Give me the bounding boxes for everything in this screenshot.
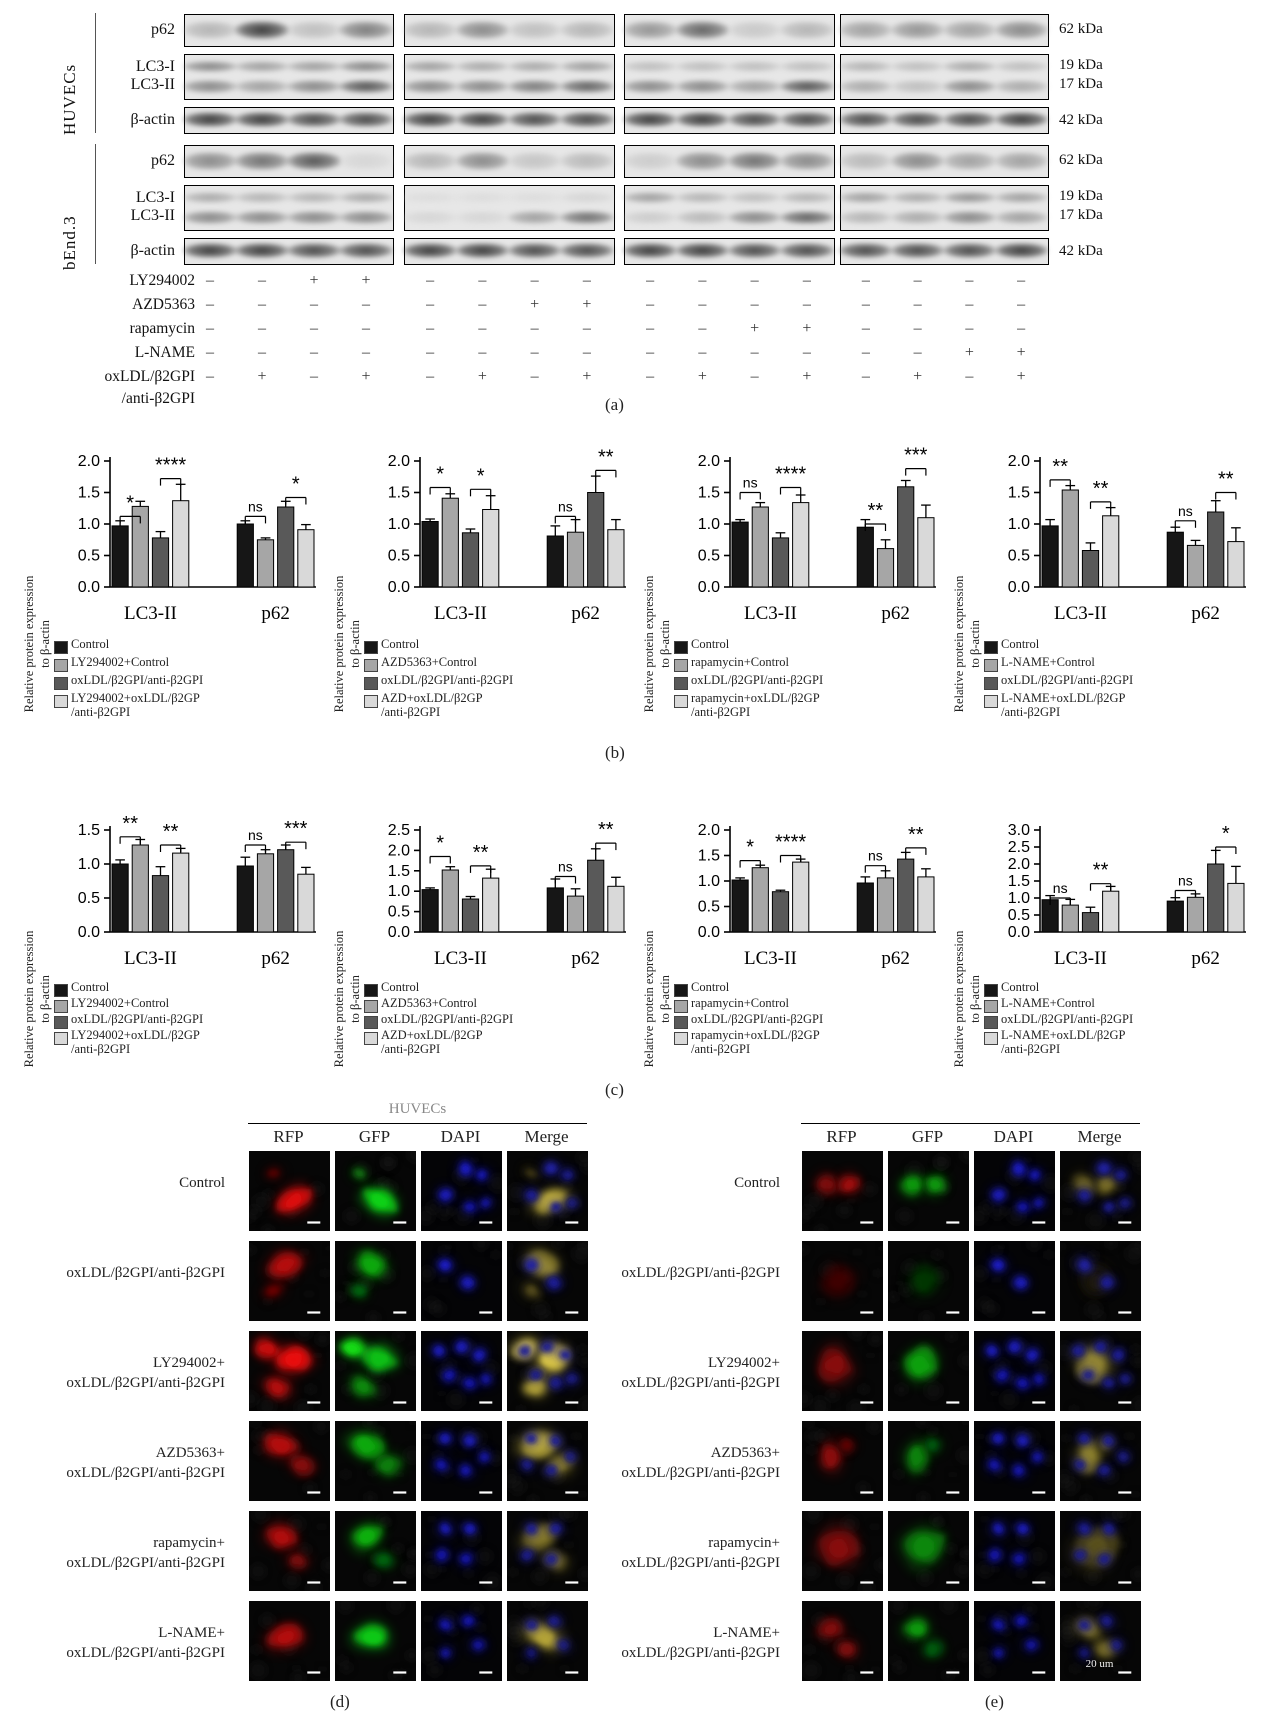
svg-text:*: * — [477, 465, 485, 487]
svg-text:1.0: 1.0 — [698, 873, 720, 890]
svg-text:ns: ns — [1178, 503, 1193, 519]
svg-text:0.0: 0.0 — [698, 579, 720, 596]
svg-text:p62: p62 — [261, 948, 290, 969]
svg-text:**: ** — [1218, 469, 1234, 491]
svg-text:0.0: 0.0 — [1008, 924, 1030, 941]
svg-text:LC3-II: LC3-II — [434, 603, 487, 624]
svg-text:1.5: 1.5 — [388, 863, 410, 880]
svg-text:p62: p62 — [881, 948, 910, 969]
svg-text:2.0: 2.0 — [698, 822, 720, 839]
svg-text:1.0: 1.0 — [1008, 890, 1030, 907]
svg-text:**: ** — [473, 842, 489, 864]
svg-text:1.5: 1.5 — [78, 822, 100, 839]
svg-text:p62: p62 — [1191, 603, 1220, 624]
svg-text:0.5: 0.5 — [388, 548, 410, 565]
svg-text:1.0: 1.0 — [78, 856, 100, 873]
svg-text:1.5: 1.5 — [78, 485, 100, 502]
svg-text:**: ** — [598, 446, 614, 468]
svg-text:2.0: 2.0 — [388, 842, 410, 859]
svg-text:0.0: 0.0 — [1008, 579, 1030, 596]
svg-text:*: * — [292, 474, 300, 496]
svg-text:p62: p62 — [881, 603, 910, 624]
svg-text:*: * — [746, 837, 754, 859]
svg-text:ns: ns — [558, 498, 573, 514]
svg-text:2.0: 2.0 — [78, 453, 100, 470]
svg-text:1.5: 1.5 — [698, 485, 720, 502]
svg-text:****: **** — [775, 464, 806, 486]
svg-text:LC3-II: LC3-II — [1054, 948, 1107, 969]
svg-text:2.0: 2.0 — [1008, 856, 1030, 873]
svg-text:p62: p62 — [1191, 948, 1220, 969]
svg-text:1.0: 1.0 — [388, 516, 410, 533]
svg-text:LC3-II: LC3-II — [1054, 603, 1107, 624]
svg-text:*: * — [436, 464, 444, 486]
svg-text:**: ** — [1093, 478, 1109, 500]
svg-text:ns: ns — [558, 859, 573, 875]
svg-text:LC3-II: LC3-II — [124, 603, 177, 624]
svg-text:ns: ns — [743, 475, 758, 491]
svg-text:****: **** — [155, 455, 186, 477]
svg-text:***: *** — [904, 445, 928, 467]
svg-text:*: * — [1222, 823, 1230, 845]
svg-text:**: ** — [163, 821, 179, 843]
svg-text:ns: ns — [1053, 880, 1068, 896]
svg-text:1.0: 1.0 — [78, 516, 100, 533]
svg-text:2.5: 2.5 — [388, 822, 410, 839]
svg-text:1.0: 1.0 — [388, 883, 410, 900]
svg-text:0.5: 0.5 — [698, 548, 720, 565]
svg-text:2.0: 2.0 — [698, 453, 720, 470]
svg-text:0.0: 0.0 — [388, 924, 410, 941]
svg-text:1.5: 1.5 — [1008, 485, 1030, 502]
svg-text:1.5: 1.5 — [388, 485, 410, 502]
svg-text:**: ** — [598, 819, 614, 841]
svg-text:*: * — [436, 833, 444, 855]
svg-text:1.5: 1.5 — [698, 848, 720, 865]
svg-text:**: ** — [908, 824, 924, 846]
svg-text:0.5: 0.5 — [1008, 548, 1030, 565]
svg-text:ns: ns — [1178, 873, 1193, 889]
svg-text:*: * — [126, 492, 134, 514]
svg-text:**: ** — [1093, 860, 1109, 882]
svg-text:1.5: 1.5 — [1008, 873, 1030, 890]
svg-text:1.0: 1.0 — [698, 516, 720, 533]
svg-text:0.0: 0.0 — [698, 924, 720, 941]
svg-text:LC3-II: LC3-II — [124, 948, 177, 969]
svg-text:0.5: 0.5 — [1008, 907, 1030, 924]
svg-text:**: ** — [1052, 456, 1068, 478]
svg-text:1.0: 1.0 — [1008, 516, 1030, 533]
svg-text:p62: p62 — [571, 948, 600, 969]
svg-text:LC3-II: LC3-II — [434, 948, 487, 969]
svg-text:2.0: 2.0 — [1008, 453, 1030, 470]
svg-text:LC3-II: LC3-II — [744, 948, 797, 969]
svg-text:0.0: 0.0 — [78, 924, 100, 941]
svg-text:0.5: 0.5 — [78, 548, 100, 565]
svg-text:LC3-II: LC3-II — [744, 603, 797, 624]
svg-text:p62: p62 — [261, 603, 290, 624]
svg-text:ns: ns — [248, 498, 263, 514]
svg-text:p62: p62 — [571, 603, 600, 624]
svg-text:ns: ns — [868, 848, 883, 864]
svg-text:**: ** — [868, 500, 884, 522]
svg-text:2.5: 2.5 — [1008, 839, 1030, 856]
svg-text:2.0: 2.0 — [388, 453, 410, 470]
svg-text:0.5: 0.5 — [78, 890, 100, 907]
svg-text:ns: ns — [248, 827, 263, 843]
svg-text:**: ** — [122, 813, 138, 835]
svg-text:****: **** — [775, 832, 806, 854]
svg-text:***: *** — [284, 818, 308, 840]
svg-text:0.0: 0.0 — [78, 579, 100, 596]
svg-text:0.5: 0.5 — [698, 899, 720, 916]
svg-text:3.0: 3.0 — [1008, 822, 1030, 839]
svg-text:0.0: 0.0 — [388, 579, 410, 596]
svg-text:0.5: 0.5 — [388, 904, 410, 921]
